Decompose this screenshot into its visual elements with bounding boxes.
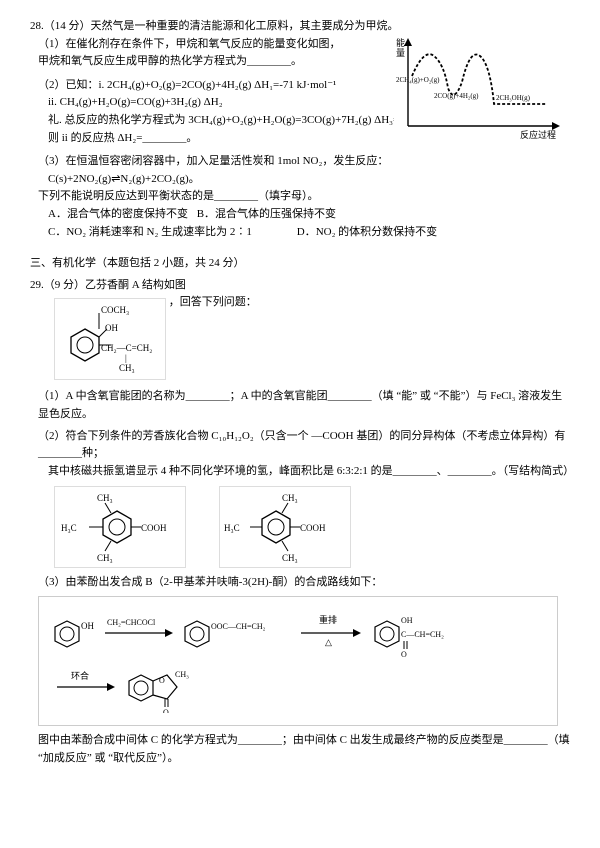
- xlabel: 反应过程: [520, 129, 556, 140]
- q29-part1: （1）A 中含氧官能团的名称为________；A 中的含氧官能团_______…: [30, 388, 570, 423]
- svg-text:O: O: [159, 676, 165, 685]
- q29-part2: （2）符合下列条件的芳香族化合物 C₁₀H₁₂O₂（只含一个 —COOH 基团）…: [30, 428, 570, 463]
- q29-part3: （3）由苯酚出发合成 B（2-甲基苯并呋喃-3(2H)-酮）的合成路线如下：: [30, 574, 570, 592]
- svg-text:CH₃: CH₃: [282, 553, 298, 563]
- isomer-2: CH₃ H₃C CH₃ COOH: [219, 486, 351, 568]
- svg-text:OH: OH: [81, 621, 94, 631]
- svg-text:CH₃: CH₃: [282, 493, 298, 503]
- structure-A: COCH₃ OH CH₂—C=CH₂ | CH₃: [54, 298, 166, 380]
- svg-text:|: |: [125, 353, 127, 363]
- structure-A-svg: COCH₃ OH CH₂—C=CH₂ | CH₃: [55, 299, 167, 381]
- section-3-title: 三、有机化学（本题包括 2 小题，共 24 分）: [30, 255, 570, 273]
- energy-diagram-svg: 能 量 反应过程 2CH₄(g)+O₂(g) 2CO(g)+4H₂(g) 2CH…: [394, 34, 566, 142]
- q28-optD: D．NO₂ 的体积分数保持不变: [297, 224, 437, 242]
- q28-part3b: 下列不能说明反应达到平衡状态的是________（填字母）。: [30, 188, 570, 206]
- q29-intro-row: 29.（9 分）乙芬香酮 A 结构如图: [30, 277, 570, 295]
- ylabel-1: 能: [396, 37, 405, 48]
- q28-optA: A．混合气体的密度保持不变: [48, 206, 188, 224]
- svg-text:COOH: COOH: [141, 523, 167, 533]
- arrow2-bot: △: [325, 637, 332, 647]
- ylabel-2: 量: [396, 48, 405, 58]
- svg-text:CH₃: CH₃: [97, 553, 113, 563]
- q28-options-row2: C．NO₂ 消耗速率和 N₂ 生成速率比为 2∶1 D．NO₂ 的体积分数保持不…: [30, 224, 570, 242]
- q28-part3eq: C(s)+2NO₂(g)⇌N₂(g)+2CO₂(g)。: [30, 171, 570, 189]
- svg-text:CH₃: CH₃: [175, 670, 189, 679]
- q29-intro: 29.（9 分）乙芬香酮 A 结构如图: [30, 279, 186, 291]
- svg-text:CH₃: CH₃: [97, 493, 113, 503]
- isomer-row: CH₃ H₃C CH₃ COOH CH₃ H₃C CH₃ COOH: [54, 486, 570, 568]
- q28-part3a: （3）在恒温恒容密闭容器中，加入足量活性炭和 1mol NO₂，发生反应：: [30, 153, 570, 171]
- q28-part1-text: （1）在催化剂存在条件下，甲烷和氧气反应的能量变化如图，: [38, 38, 341, 50]
- q29-struct-tail: ，回答下列问题：: [169, 296, 257, 308]
- reaction-svg: OH CH₂=CHCOCl OOC—CH=CH₂ 重排 △ OH C—CH=CH…: [47, 603, 551, 713]
- curve-label-3: 2CH₃OH(g): [496, 94, 531, 102]
- svg-text:O: O: [401, 650, 407, 659]
- svg-text:CH₂—C=CH₂: CH₂—C=CH₂: [101, 343, 152, 353]
- svg-text:CH₃: CH₃: [119, 363, 135, 373]
- reagent-1: CH₂=CHCOCl: [107, 618, 156, 627]
- svg-text:OOC—CH=CH₂: OOC—CH=CH₂: [211, 622, 266, 631]
- energy-diagram: 能 量 反应过程 2CH₄(g)+O₂(g) 2CO(g)+4H₂(g) 2CH…: [394, 34, 566, 142]
- curve-label-2: 2CO(g)+4H₂(g): [434, 92, 479, 100]
- isomer-1: CH₃ H₃C CH₃ COOH: [54, 486, 186, 568]
- arrow2-top: 重排: [319, 614, 337, 625]
- q29-part2b: 其中核磁共振氢谱显示 4 种不同化学环境的氢，峰面积比是 6:3:2:1 的是_…: [30, 463, 570, 481]
- q28-intro: 28.（14 分）天然气是一种重要的清洁能源和化工原料，其主要成分为甲烷。: [30, 18, 570, 36]
- q29-part3-tail: 图中由苯酚合成中间体 C 的化学方程式为________；由中间体 C 出发生成…: [30, 732, 570, 767]
- q28-optB: B．混合气体的压强保持不变: [197, 206, 336, 224]
- arrow3-label: 环合: [71, 670, 89, 681]
- svg-text:C—CH=CH₂: C—CH=CH₂: [401, 630, 444, 639]
- q28-options-row1: A．混合气体的密度保持不变 B．混合气体的压强保持不变: [30, 206, 570, 224]
- svg-text:O: O: [163, 708, 169, 713]
- reaction-scheme: OH CH₂=CHCOCl OOC—CH=CH₂ 重排 △ OH C—CH=CH…: [38, 596, 558, 727]
- svg-text:COCH₃: COCH₃: [101, 305, 129, 315]
- svg-text:COOH: COOH: [300, 523, 326, 533]
- curve-label-1: 2CH₄(g)+O₂(g): [396, 76, 440, 84]
- question-29: 29.（9 分）乙芬香酮 A 结构如图 COCH₃ OH CH₂—C=CH₂ |…: [30, 277, 570, 768]
- q28-optC: C．NO₂ 消耗速率和 N₂ 生成速率比为 2∶1: [48, 224, 288, 242]
- svg-text:OH: OH: [105, 323, 118, 333]
- svg-text:H₃C: H₃C: [61, 523, 77, 533]
- svg-text:H₃C: H₃C: [224, 523, 240, 533]
- svg-text:OH: OH: [401, 616, 413, 625]
